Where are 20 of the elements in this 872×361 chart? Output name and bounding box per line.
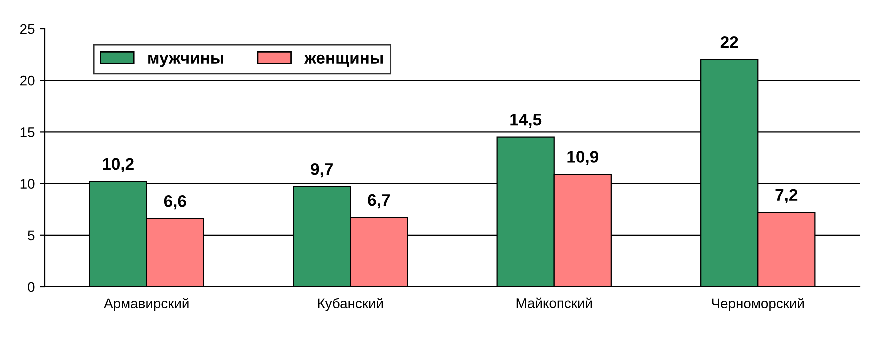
data-label: 22 bbox=[720, 36, 738, 48]
data-label: 7,2 bbox=[776, 189, 798, 204]
y-tick-label: 25 bbox=[20, 24, 35, 34]
data-label: 14,5 bbox=[510, 114, 542, 128]
y-tick-label: 5 bbox=[28, 230, 35, 241]
y-tick-label: 0 bbox=[28, 282, 35, 292]
x-tick-label: Кубанский bbox=[318, 298, 384, 312]
data-label: 9,7 bbox=[311, 163, 333, 178]
y-tick-label: 15 bbox=[20, 128, 35, 138]
data-label: 6,6 bbox=[164, 195, 186, 210]
data-label: 10,9 bbox=[568, 151, 599, 166]
legend-label: женщины bbox=[304, 54, 383, 68]
x-tick-label: Майкопский bbox=[516, 298, 592, 308]
y-tick-label: 20 bbox=[20, 76, 35, 86]
x-tick-label: Армавирский bbox=[104, 298, 189, 312]
data-label: 10,2 bbox=[103, 158, 134, 173]
data-label: 6,7 bbox=[368, 194, 390, 209]
y-tick-label: 10 bbox=[20, 179, 35, 189]
legend-label: мужчины bbox=[148, 55, 224, 68]
x-tick-label: Черноморский bbox=[712, 298, 804, 312]
